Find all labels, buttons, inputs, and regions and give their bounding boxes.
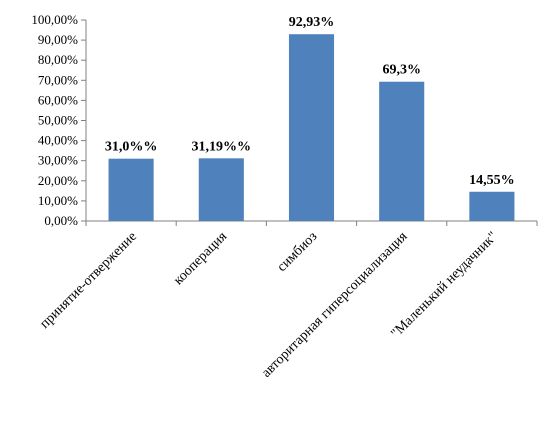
y-tick-label: 60,00% (38, 92, 78, 107)
data-label: 31,19%% (192, 139, 252, 154)
data-label: 14,55% (469, 173, 515, 188)
axes: 0,00% 10,00% 20,00% 30,00% 40,00% 50,00% 60,00… (31, 12, 538, 228)
category-label: "Маленький неудачник" (389, 229, 501, 341)
bar (108, 158, 154, 221)
bar (469, 191, 515, 221)
category-label: кооперация (171, 229, 230, 288)
category-label: принятие-отвержение (37, 229, 140, 332)
data-labels: 31,0%% 31,19%% 92,93% 69,3% 14,55% (105, 15, 515, 188)
bars (108, 34, 515, 222)
category-label: авторитарная гиперсоциализация (259, 229, 411, 381)
data-label: 31,0%% (105, 140, 158, 155)
bar (379, 81, 425, 221)
y-tick-label: 20,00% (38, 173, 78, 188)
y-tick-label: 80,00% (38, 52, 78, 67)
bar (198, 158, 244, 221)
data-label: 92,93% (289, 15, 335, 30)
y-tick-label: 100,00% (31, 12, 78, 27)
y-tick-label: 40,00% (38, 133, 78, 148)
y-tick-label: 70,00% (38, 72, 78, 87)
y-tick-label: 10,00% (38, 193, 78, 208)
bar (288, 34, 335, 222)
data-label: 69,3% (382, 63, 421, 78)
y-tick-label: 90,00% (38, 32, 78, 47)
category-labels: принятие-отвержение кооперация симбиозавто… (37, 229, 500, 381)
y-tick-label: 30,00% (38, 153, 78, 168)
y-tick-label: 50,00% (38, 113, 78, 128)
category-label: симбиоз (275, 229, 321, 275)
y-tick-label: 0,00% (44, 213, 78, 228)
